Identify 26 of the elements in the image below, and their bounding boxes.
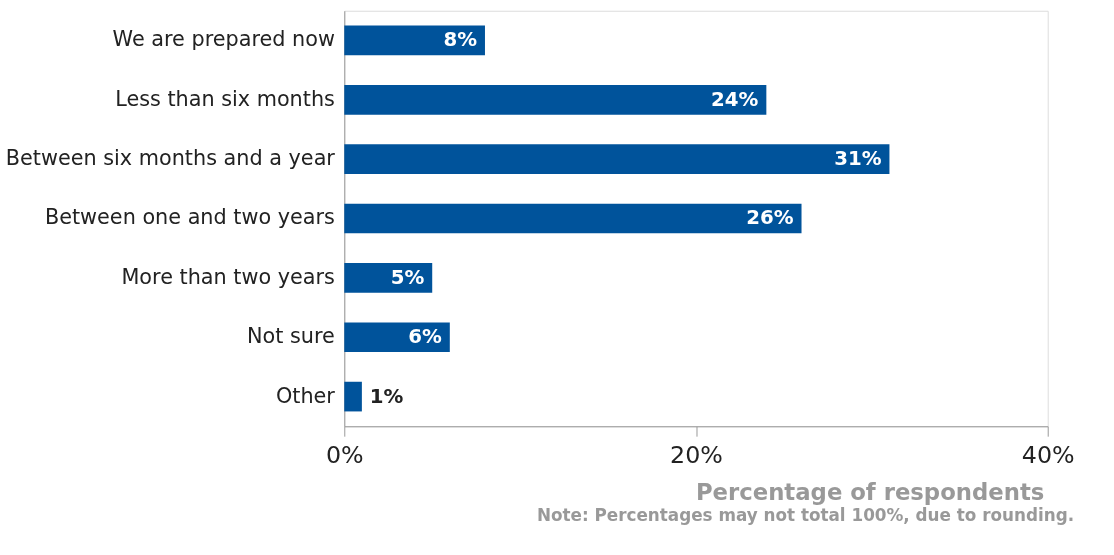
bar — [344, 144, 890, 174]
bar — [344, 263, 433, 293]
data-label: 5% — [390, 265, 425, 289]
x-tick-label: 0% — [325, 441, 364, 470]
y-tick-label: Less than six months — [115, 86, 335, 111]
y-tick-label: Between one and two years — [44, 205, 335, 230]
x-tick-label: 40% — [1021, 441, 1075, 470]
y-tick-label: Other — [275, 383, 336, 408]
bar — [344, 322, 450, 353]
data-label: 31% — [834, 147, 882, 171]
y-tick-label: Between six months and a year — [5, 146, 336, 171]
data-label: 26% — [746, 206, 794, 230]
data-label: 24% — [711, 87, 759, 111]
bar — [344, 381, 362, 412]
bar — [344, 84, 767, 115]
bar — [344, 203, 802, 234]
x-tick-label: 20% — [670, 441, 723, 470]
y-tick-label: More than two years — [121, 264, 335, 289]
x-axis-title: Percentage of respondents — [695, 478, 1045, 505]
bar — [344, 25, 485, 56]
data-label: 6% — [408, 325, 443, 349]
data-label: 8% — [443, 28, 478, 52]
y-tick-label: We are prepared now — [112, 27, 335, 52]
y-tick-label: Not sure — [247, 324, 335, 349]
data-label: 1% — [369, 384, 404, 408]
text: Note: Percentages may not total 100%, due to rounding. — [536, 505, 1075, 526]
